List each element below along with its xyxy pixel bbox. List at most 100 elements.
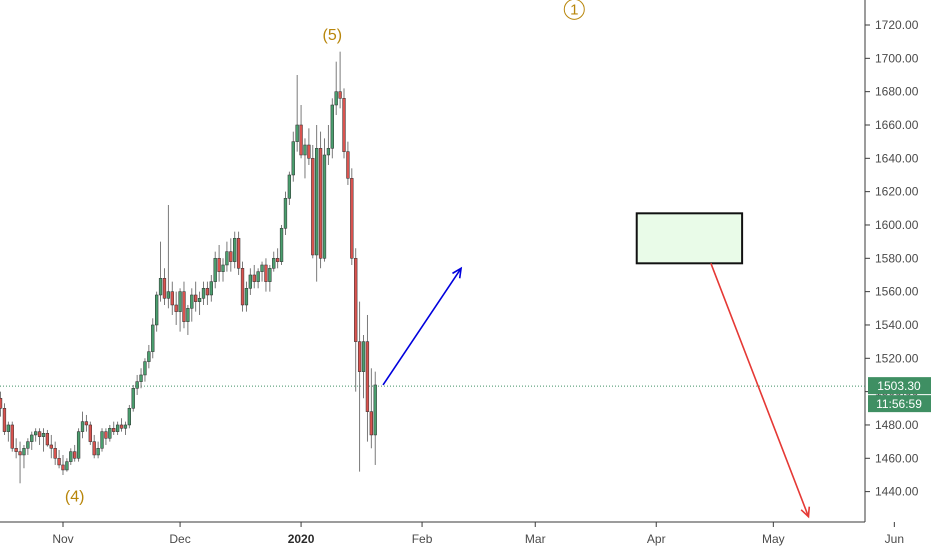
candle-body[interactable] [30,434,34,442]
candle-body[interactable] [334,91,338,106]
candle-body[interactable] [268,268,272,282]
candle-body[interactable] [57,458,61,466]
candle-body[interactable] [131,388,135,409]
candle-body[interactable] [10,424,14,449]
candle-body[interactable] [256,271,260,282]
candle-body[interactable] [2,408,7,432]
candle-body[interactable] [365,341,370,412]
candle-body[interactable] [213,258,217,282]
candle-body[interactable] [303,144,307,156]
candle-body[interactable] [209,281,213,296]
candle-body[interactable] [41,433,46,437]
candle-body[interactable] [61,464,65,471]
candle-body[interactable] [205,288,210,296]
candle-body[interactable] [155,294,159,326]
candle-body[interactable] [264,264,268,282]
candle-body[interactable] [76,431,81,459]
candle-body[interactable] [37,431,42,437]
candle-body[interactable] [326,148,331,156]
candle-body[interactable] [342,98,346,152]
candle-body[interactable] [373,384,377,436]
candle-body[interactable] [158,278,163,296]
candle-body[interactable] [276,258,280,262]
candle-body[interactable] [330,104,334,149]
candle-body[interactable] [283,198,288,229]
candle-body[interactable] [236,238,241,269]
candle-body[interactable] [221,264,225,272]
candle-body[interactable] [73,451,77,459]
candle-body[interactable] [115,424,120,432]
candle-body[interactable] [88,424,92,442]
candle-body[interactable] [143,361,147,376]
candle-body[interactable] [92,441,96,456]
candle-body[interactable] [225,251,229,266]
candle-body[interactable] [96,448,100,456]
candle-body[interactable] [80,421,85,432]
candle-body[interactable] [307,144,311,159]
candle-body[interactable] [123,424,128,429]
candle-body[interactable] [287,174,292,199]
candle-body[interactable] [65,461,69,471]
candle-body[interactable] [162,278,167,299]
candle-body[interactable] [18,451,22,456]
candle-body[interactable] [279,228,284,262]
candle-body[interactable] [197,298,202,302]
candle-body[interactable] [0,398,3,409]
up-projection-arrow[interactable] [382,267,462,386]
candle-body[interactable] [139,374,143,382]
candle-body[interactable] [190,294,194,309]
candle-body[interactable] [53,448,57,459]
candle-body[interactable] [84,421,89,426]
candle-body[interactable] [272,258,276,269]
candle-body[interactable] [178,291,182,312]
candle-body[interactable] [240,268,245,306]
candle-body[interactable] [354,258,358,342]
candle-body[interactable] [26,441,30,449]
target-zone-box[interactable] [635,212,744,265]
candle-body[interactable] [315,148,319,256]
candle-body[interactable] [311,158,315,256]
candle-body[interactable] [233,238,237,262]
candle-body[interactable] [252,274,256,282]
candle-body[interactable] [201,288,206,299]
candle-body[interactable] [45,433,50,446]
candle-body[interactable] [14,448,18,452]
candle-body[interactable] [248,274,252,289]
candle-body[interactable] [127,408,131,426]
candle-body[interactable] [299,124,303,156]
candle-body[interactable] [170,291,174,306]
candle-body[interactable] [229,251,233,262]
candle-body[interactable] [147,351,151,362]
candle-body[interactable] [6,424,10,432]
candle-body[interactable] [166,291,171,299]
candle-body[interactable] [357,341,362,372]
candle-body[interactable] [34,431,38,436]
candle-body[interactable] [104,431,108,439]
candle-body[interactable] [49,444,53,449]
candle-body[interactable] [244,288,249,306]
candle-body[interactable] [322,154,327,259]
candle-body[interactable] [260,264,264,272]
candle-body[interactable] [295,124,299,142]
candle-body[interactable] [338,91,342,99]
candle-body[interactable] [69,451,73,462]
candle-body[interactable] [151,324,155,352]
down-projection-arrow[interactable] [710,263,810,517]
candle-body[interactable] [22,448,26,456]
candle-body[interactable] [361,341,366,372]
candle-body[interactable] [217,258,221,272]
candle-body[interactable] [182,291,186,322]
candle-body[interactable] [369,411,373,436]
candle-body[interactable] [291,141,295,176]
candle-body[interactable] [186,308,190,322]
candle-body[interactable] [318,148,323,259]
candle-body[interactable] [194,294,198,302]
candle-body[interactable] [112,428,116,432]
candle-body[interactable] [119,424,124,429]
candle-body[interactable] [350,178,354,259]
candle-body[interactable] [100,431,104,449]
candle-body[interactable] [346,151,350,179]
candle-body[interactable] [108,428,112,439]
candle-body[interactable] [135,381,139,389]
